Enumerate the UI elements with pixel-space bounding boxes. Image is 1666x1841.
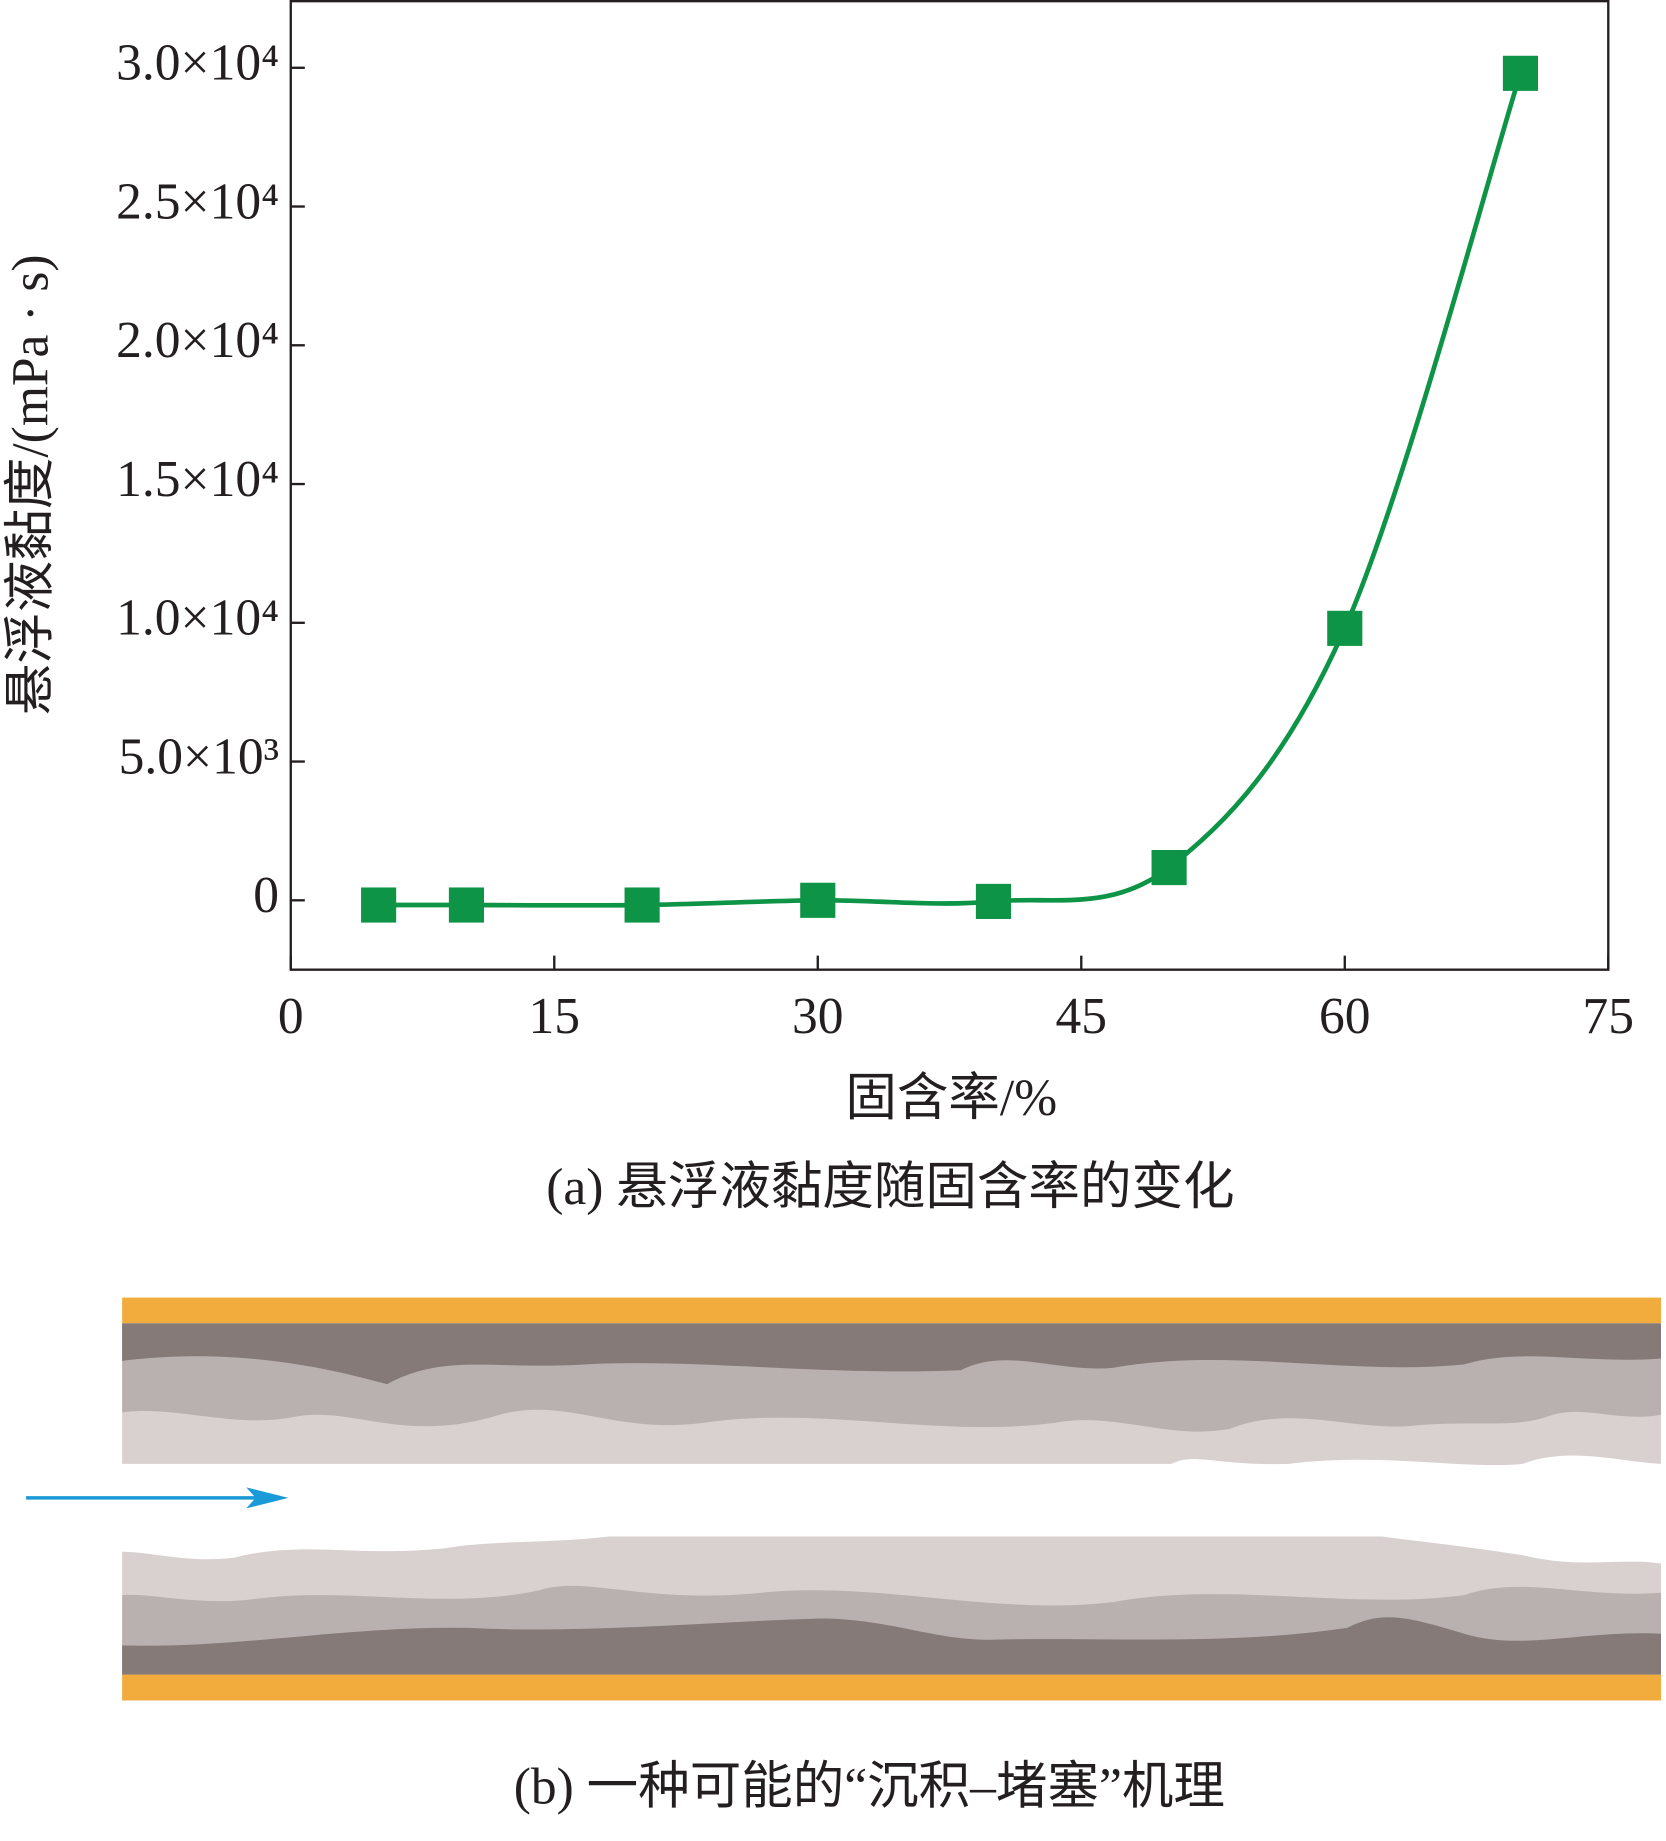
deposit-dark <box>122 1323 1661 1385</box>
marker <box>1502 55 1539 91</box>
y-tick-label: 1.0×10⁴ <box>116 590 279 647</box>
caption-a: (a) 悬浮液黏度随固含率的变化 <box>546 1159 1234 1216</box>
x-tick-label: 45 <box>1056 988 1108 1045</box>
x-tick-label: 60 <box>1319 988 1371 1045</box>
pipe-wall-top <box>122 1297 1661 1324</box>
marker <box>800 882 836 918</box>
y-tick-label: 3.0×10⁴ <box>116 35 279 92</box>
pipe-wall-bottom <box>122 1674 1661 1701</box>
curve <box>378 72 1523 908</box>
x-axis-label: 固含率/% <box>845 1070 1057 1127</box>
x-tick-label: 30 <box>792 988 844 1045</box>
marker <box>975 883 1012 919</box>
flow-arrow-head <box>246 1487 289 1509</box>
y-tick-label: 5.0×10³ <box>119 728 279 785</box>
caption-b: (b) 一种可能的“沉积–堵塞”机理 <box>514 1759 1225 1816</box>
y-tick-label: 2.0×10⁴ <box>116 312 279 369</box>
x-tick-label: 15 <box>529 988 581 1045</box>
marker <box>361 887 397 923</box>
pipe-diagram <box>26 1297 1661 1701</box>
x-tick-label: 75 <box>1583 988 1635 1045</box>
y-tick-label: 2.5×10⁴ <box>116 173 279 230</box>
y-tick-label: 0 <box>253 867 279 924</box>
marker <box>1151 849 1187 886</box>
plot-frame <box>289 0 1610 971</box>
y-tick-label: 1.5×10⁴ <box>116 451 279 508</box>
marker <box>624 887 660 923</box>
marker <box>448 887 485 923</box>
y-axis-label: 悬浮液黏度/(mPa · s) <box>2 254 59 715</box>
x-tick-label: 0 <box>278 988 304 1045</box>
deposit-dark <box>122 1617 1661 1675</box>
marker <box>1327 610 1363 646</box>
